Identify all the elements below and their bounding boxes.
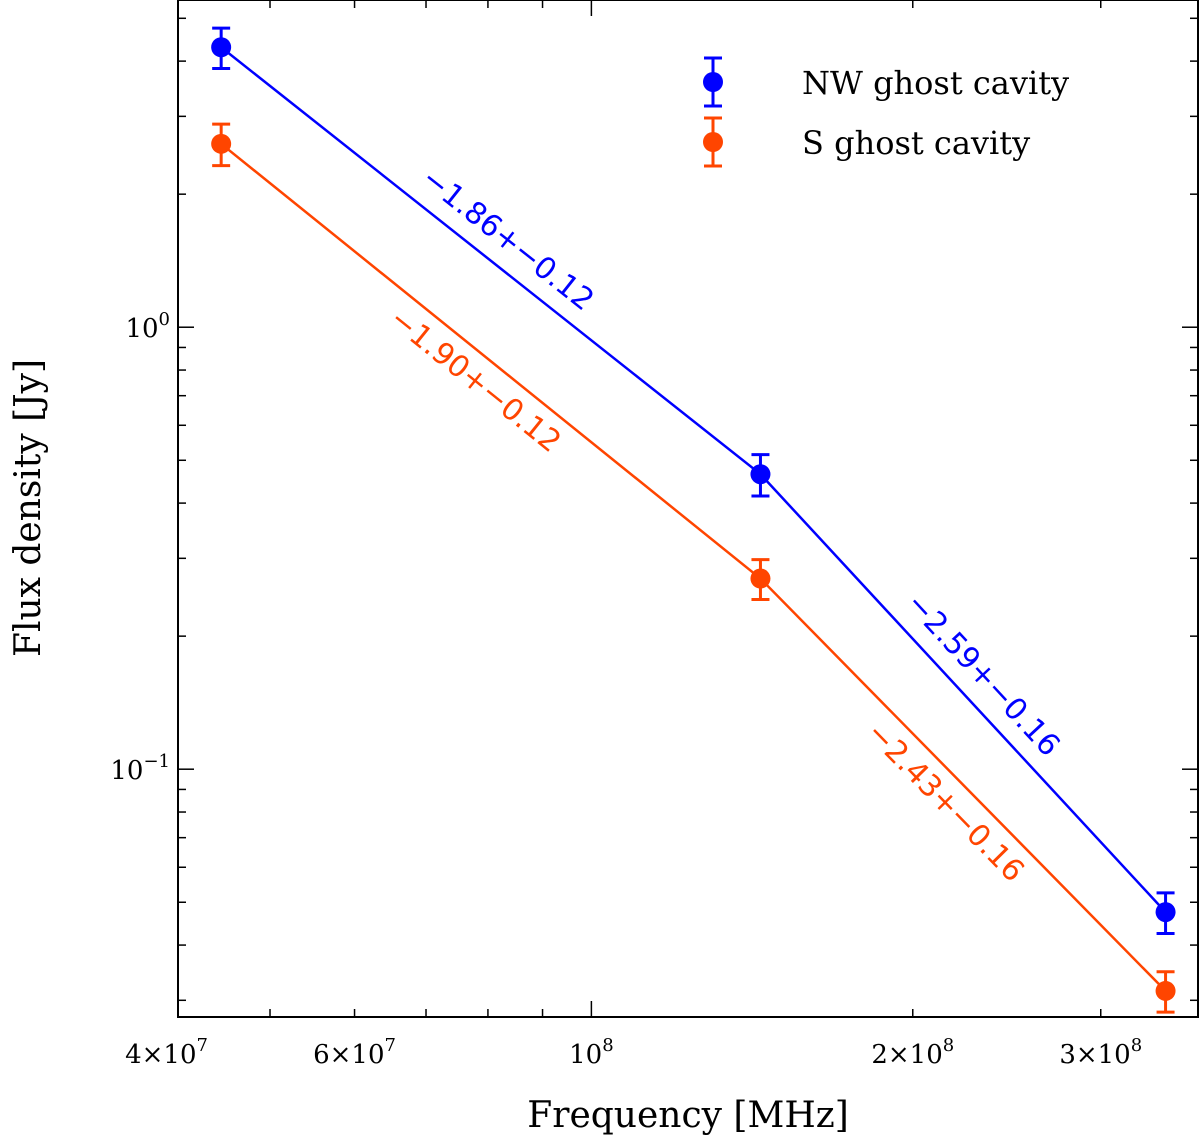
data-points [211,37,1176,1001]
data-point [750,464,771,485]
legend-entry: S ghost cavity [703,116,1030,168]
slope-label: −2.59+−0.16 [899,586,1067,763]
slope-label: −1.86+−0.12 [415,161,601,318]
data-point [211,133,232,154]
x-tick-label: 3×108 [1059,1035,1142,1070]
data-point [211,37,232,58]
slope-labels: −1.86+−0.12 −2.59+−0.16 −1.90+−0.12 −2.43+−… [383,161,1067,889]
x-axis-label: Frequency [MHz] [527,1095,848,1136]
data-point [1155,980,1176,1001]
axis-tick-labels: 4×107 6×107 108 2×108 3×108 100 10−1 [110,309,1142,1070]
plot-frame [177,0,1199,1018]
slope-label: −2.43+−0.16 [859,715,1030,889]
legend-marker [703,132,723,152]
data-point [750,568,771,589]
x-tick-label: 2×108 [871,1035,954,1070]
legend-label: S ghost cavity [802,124,1030,162]
y-tick-label: 100 [125,309,170,344]
axis-ticks [178,0,1198,1017]
legend-marker [703,72,723,92]
y-tick-label: 10−1 [110,751,170,786]
y-axis-label: Flux density [Jy] [8,359,49,657]
legend-entry: NW ghost cavity [703,56,1069,108]
data-point [1155,902,1176,923]
legend: NW ghost cavity S ghost cavity [703,56,1069,168]
slope-label: −1.90+−0.12 [383,301,568,459]
fit-line [220,46,1167,913]
x-tick-label: 4×107 [125,1035,208,1070]
x-tick-label: 6×107 [313,1035,396,1070]
legend-label: NW ghost cavity [802,64,1069,102]
x-tick-label: 108 [569,1035,614,1070]
fit-lines [220,46,1167,992]
